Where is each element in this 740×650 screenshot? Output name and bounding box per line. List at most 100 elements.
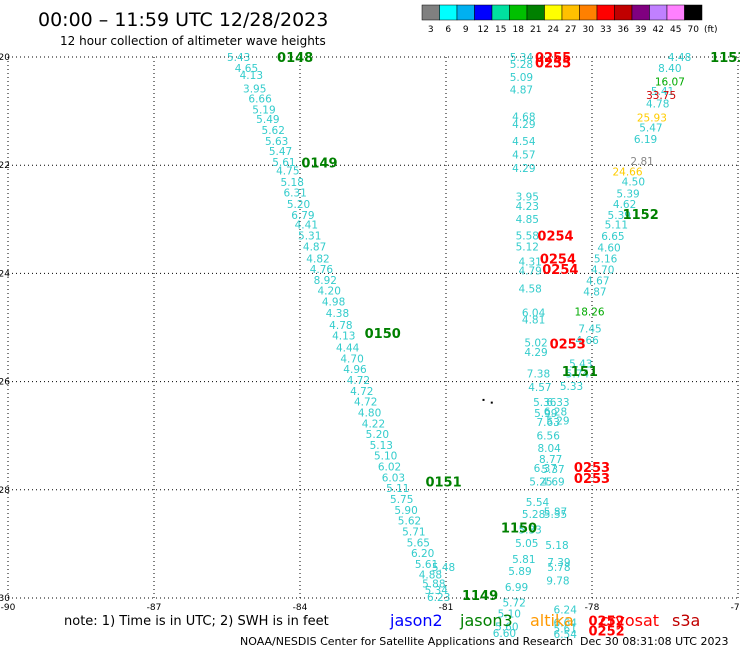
satellite-name: s3a <box>672 611 700 630</box>
swh-label: 4.41 <box>295 220 318 232</box>
scale-label: 24 <box>548 25 560 35</box>
swh-label: 6.37 <box>534 463 557 475</box>
swh-label: 4.48 <box>668 52 691 64</box>
scale-swatch <box>439 4 458 21</box>
swh-label: 5.16 <box>594 253 618 265</box>
swh-label: 5.61 <box>554 623 577 635</box>
scale-label: 9 <box>463 25 469 35</box>
pass-time-label: 0254 <box>542 263 578 278</box>
scale-swatch <box>474 4 493 21</box>
scale-label: 33 <box>600 25 611 35</box>
pass-time-label: 1153 <box>710 51 740 66</box>
pass-time-label: 0255 <box>535 56 571 71</box>
swh-label: 5.35 <box>544 509 567 521</box>
pass-time-label: 0149 <box>301 156 337 171</box>
swh-label: 4.29 <box>524 347 547 359</box>
swh-label: 5.48 <box>432 562 455 574</box>
swh-label: 6.60 <box>493 628 516 640</box>
swh-label: 7.63 <box>537 417 560 429</box>
swh-label: 5.29 <box>546 416 569 428</box>
swh-label: 5.78 <box>547 562 570 574</box>
swh-label: 5.31 <box>298 231 321 243</box>
x-tick-label: -87 <box>147 603 162 613</box>
swh-label: 8.40 <box>658 63 681 75</box>
swh-label: 9.78 <box>546 576 569 588</box>
swh-label: 5.34 <box>510 52 534 64</box>
swh-label: 4.78 <box>329 320 352 332</box>
swh-label: 5.28 <box>522 509 545 521</box>
swh-label: 5.41 <box>651 86 674 98</box>
pass-time-label: 0253 <box>550 338 586 353</box>
y-tick-label: -28 <box>0 486 10 496</box>
chart-title: 00:00 – 11:59 UTC 12/28/2023 <box>38 9 328 31</box>
swh-label: 6.23 <box>427 592 450 604</box>
x-tick-label: -90 <box>1 603 16 613</box>
swh-label: 5.10 <box>374 451 397 463</box>
swh-label: 4.60 <box>597 242 620 254</box>
pass-time-label: 0148 <box>277 51 313 66</box>
swh-label: 6.03 <box>382 472 405 484</box>
plot-area: -90 -87 -84 -81 -78 -75 -30 -28 -26 -24 -22 -20 5.4… <box>0 51 740 641</box>
swh-label: 5.90 <box>394 505 417 517</box>
scale-swatch <box>561 4 580 21</box>
swh-label: 6.33 <box>546 397 569 409</box>
swh-label: 25.93 <box>637 113 667 125</box>
swh-label: 4.78 <box>646 99 669 111</box>
satellite-name: jason3 <box>459 611 513 630</box>
swh-label: 4.58 <box>518 284 541 296</box>
swh-label: 5.71 <box>402 526 425 538</box>
scale-label: 18 <box>513 25 525 35</box>
y-tick-label: -22 <box>0 161 10 171</box>
swh-label: 5.99 <box>534 408 557 420</box>
swh-label: 8.77 <box>539 454 562 466</box>
pass-time-label: 0151 <box>425 476 461 491</box>
chart-subtitle: 12 hour collection of altimeter wave hei… <box>60 34 326 48</box>
swh-label: 6.28 <box>544 406 567 418</box>
swh-label: 3.95 <box>243 83 266 95</box>
scale-label: 42 <box>653 25 664 35</box>
pass-time-label: 0255 <box>535 51 571 66</box>
swh-label: 5.74 <box>566 368 590 380</box>
swh-label: 5.43 <box>569 359 592 371</box>
swh-label: 4.81 <box>522 314 545 326</box>
swh-label: 6.04 <box>522 307 546 319</box>
swh-label: 5.10 <box>498 609 521 621</box>
swh-label: 4.29 <box>512 163 535 175</box>
swh-label: 4.70 <box>340 353 363 365</box>
y-tick-label: -26 <box>0 378 10 388</box>
satellite-name: jason2 <box>389 611 443 630</box>
y-tick-label: -24 <box>0 269 10 279</box>
swh-label: 16.07 <box>655 76 685 88</box>
swh-label: 5.60 <box>495 622 518 634</box>
swh-label: 4.85 <box>516 214 539 226</box>
swh-label: 5.88 <box>422 578 445 590</box>
swh-label: 6.56 <box>537 431 561 443</box>
scale-swatch <box>509 4 528 21</box>
swh-label: 4.72 <box>350 386 373 398</box>
swh-label: 5.87 <box>544 506 567 518</box>
x-tick-label: -81 <box>439 603 454 613</box>
scale-swatch <box>526 4 545 21</box>
swh-label: 7.38 <box>527 368 550 380</box>
satellite-legend: jason2 jason3 altika cryosat s3a <box>389 611 700 630</box>
swh-label: 4.57 <box>528 382 551 394</box>
scale-swatch <box>649 4 668 21</box>
swh-label: 5.09 <box>510 72 533 84</box>
swh-label: 5.20 <box>287 199 310 211</box>
swh-label: 5.18 <box>281 177 304 189</box>
scale-swatch <box>614 4 633 21</box>
swh-label: 6.31 <box>283 187 306 199</box>
pass-time-label: 0252 <box>589 615 625 630</box>
marker-dot <box>490 401 493 404</box>
swh-label: 5.62 <box>398 516 421 528</box>
swh-label: 4.69 <box>541 477 564 489</box>
y-tick-label: -30 <box>0 594 10 604</box>
swh-label: 5.02 <box>524 338 547 350</box>
color-scale-legend: 3 6 9 12 15 18 21 24 27 30 33 36 39 42 45 70 (ft) <box>421 4 718 35</box>
swh-label: 4.72 <box>354 397 377 409</box>
scale-unit: (ft) <box>704 25 718 35</box>
swh-label: 5.47 <box>639 122 662 134</box>
swh-label: 5.54 <box>526 497 550 509</box>
swh-label: 4.98 <box>322 297 345 309</box>
